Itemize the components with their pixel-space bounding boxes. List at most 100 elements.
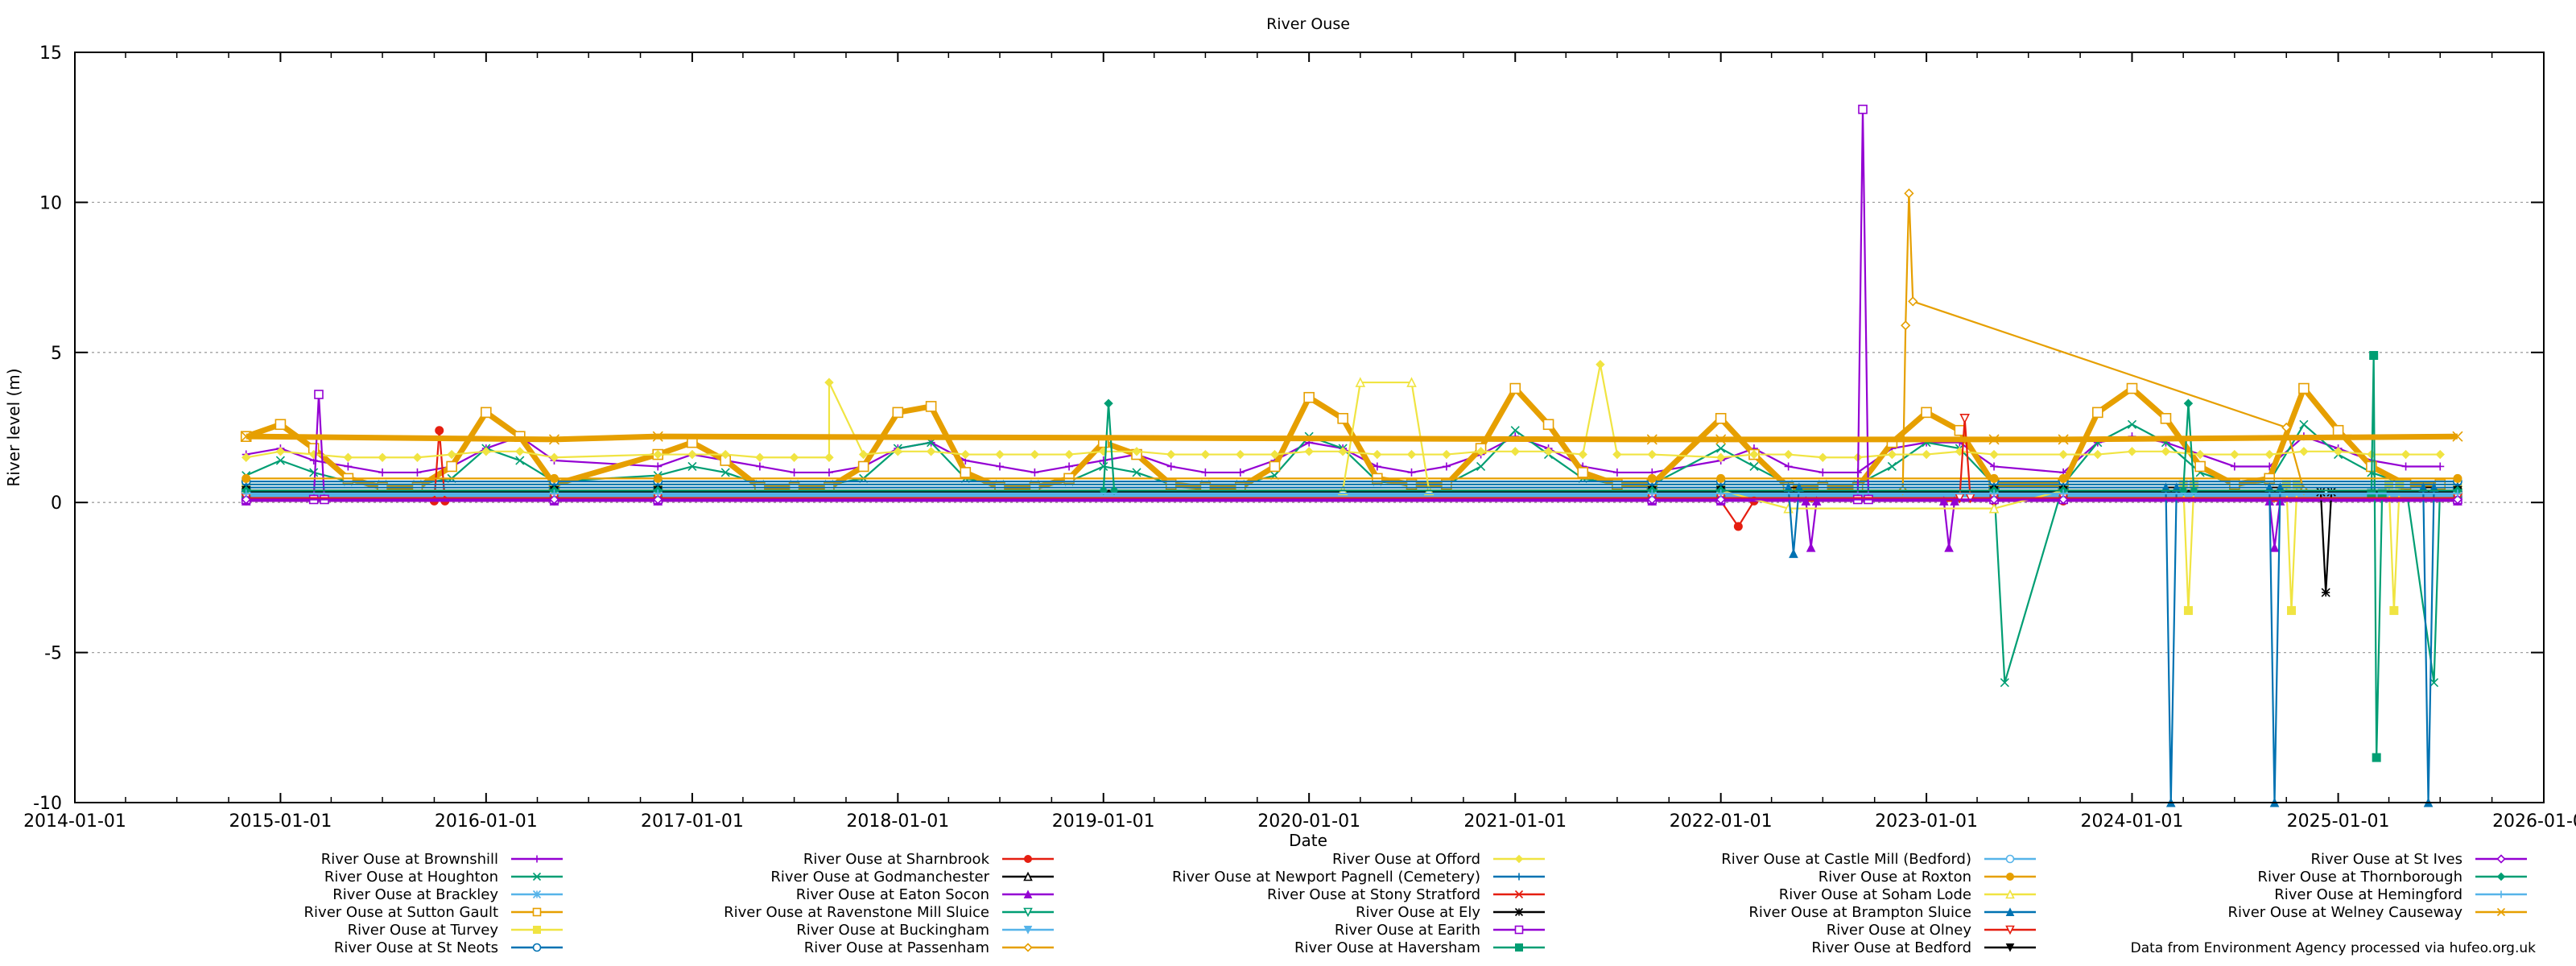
data-source-note: Data from Environment Agency processed v…	[2131, 940, 2537, 956]
x-tick-label: 2021-01-01	[1463, 811, 1567, 832]
data-point	[2160, 413, 2172, 424]
legend-entry: River Ouse at Godmanchester	[770, 869, 1054, 886]
x-tick-label: 2023-01-01	[1875, 811, 1978, 832]
legend-marker	[2005, 854, 2015, 864]
y-tick-label: -10	[33, 794, 62, 814]
data-point	[1510, 426, 1520, 436]
data-point	[447, 449, 456, 460]
series-line	[246, 483, 2458, 612]
legend-entry: River Ouse at Offord	[1332, 851, 1545, 868]
legend-label: River Ouse at Houghton	[324, 869, 498, 886]
legend-entry: River Ouse at Stony Stratford	[1267, 886, 1545, 903]
data-point	[481, 447, 491, 456]
data-point	[2281, 422, 2292, 433]
legend-marker	[2005, 943, 2015, 952]
legend-entry: River Ouse at Sutton Gault	[304, 904, 563, 921]
data-point	[1065, 462, 1074, 471]
data-point	[2453, 473, 2462, 483]
y-tick-label: -5	[44, 644, 62, 664]
data-point	[1612, 449, 1622, 460]
legend-label: River Ouse at Stony Stratford	[1267, 886, 1480, 903]
data-point	[515, 456, 525, 465]
data-point	[1406, 377, 1417, 387]
series-layer	[240, 105, 2463, 807]
data-point	[343, 452, 353, 462]
data-point	[1988, 502, 2000, 514]
legend-label: River Ouse at Earith	[1335, 922, 1480, 939]
data-point	[926, 447, 936, 456]
legend-marker	[2497, 890, 2505, 898]
data-point	[1646, 434, 1657, 445]
data-point	[1373, 449, 1382, 460]
data-point	[1944, 543, 1954, 552]
legend-marker	[2496, 872, 2506, 881]
data-point	[2058, 473, 2068, 483]
x-tick-label: 2015-01-01	[229, 811, 332, 832]
data-point	[309, 468, 319, 477]
data-point	[1269, 460, 1281, 473]
data-point	[995, 462, 1004, 471]
legend-label: River Ouse at Welney Causeway	[2228, 904, 2463, 921]
data-point	[755, 462, 764, 471]
data-point	[2298, 382, 2310, 394]
legend-label: River Ouse at Brampton Sluice	[1748, 904, 1971, 921]
series-river-ouse-at-houghton	[242, 419, 2445, 687]
legend-entry: River Ouse at Olney	[1827, 922, 2036, 939]
legend-label: River Ouse at Ely	[1356, 904, 1480, 921]
data-point	[1064, 449, 1074, 460]
data-point	[1858, 105, 1868, 114]
legend-label: River Ouse at St Ives	[2310, 851, 2462, 868]
data-point	[1989, 449, 1999, 460]
data-point	[1269, 449, 1280, 460]
series-river-ouse-at-eaton-socon	[241, 496, 2462, 552]
legend-marker	[1515, 873, 1523, 881]
data-point	[1715, 452, 1726, 462]
x-tick-label: 2016-01-01	[435, 811, 538, 832]
data-point	[1030, 449, 1040, 460]
legend-marker	[532, 890, 542, 899]
series-river-ouse-at-st-ives	[241, 494, 2463, 505]
data-point	[1099, 461, 1108, 472]
data-point	[1806, 543, 1816, 552]
data-point	[893, 447, 903, 456]
data-point	[2189, 485, 2199, 495]
data-point	[2195, 449, 2205, 460]
data-point	[2369, 351, 2379, 361]
legend-label: River Ouse at Soham Lode	[1779, 886, 1971, 903]
data-point	[241, 494, 251, 505]
legend-marker	[533, 855, 541, 863]
data-point	[653, 473, 663, 483]
data-point	[2452, 494, 2463, 505]
legend-entry: River Ouse at Sharnbrook	[803, 851, 1054, 868]
legend-label: River Ouse at Eaton Socon	[796, 886, 989, 903]
data-point	[1988, 494, 2000, 505]
data-point	[2161, 482, 2171, 493]
data-point	[1715, 494, 1726, 505]
data-point	[515, 447, 525, 456]
data-point	[1236, 449, 1245, 460]
legend-marker	[533, 926, 541, 934]
data-point	[2435, 449, 2445, 460]
data-point	[2183, 398, 2194, 408]
data-point	[2287, 605, 2297, 615]
data-point	[1109, 485, 1119, 495]
data-point	[1716, 444, 1726, 453]
data-point	[1442, 449, 1451, 460]
legend-marker	[1515, 943, 1523, 952]
data-point	[2453, 489, 2462, 498]
legend-entry: River Ouse at Castle Mill (Bedford)	[1721, 851, 2036, 868]
data-point	[378, 452, 387, 462]
data-point	[1922, 449, 1931, 460]
data-point	[2058, 434, 2069, 445]
legend-label: River Ouse at Olney	[1827, 922, 1972, 939]
data-point	[1938, 496, 1949, 506]
data-point	[1990, 489, 1999, 498]
data-point	[2171, 482, 2182, 493]
legend-marker	[1514, 854, 1524, 864]
data-point	[2316, 487, 2326, 497]
legend-entry: River Ouse at Ely	[1356, 904, 1545, 921]
x-tick-label: 2014-01-01	[23, 811, 126, 832]
legend-label: River Ouse at Thornborough	[2257, 869, 2462, 886]
data-point	[892, 407, 904, 419]
